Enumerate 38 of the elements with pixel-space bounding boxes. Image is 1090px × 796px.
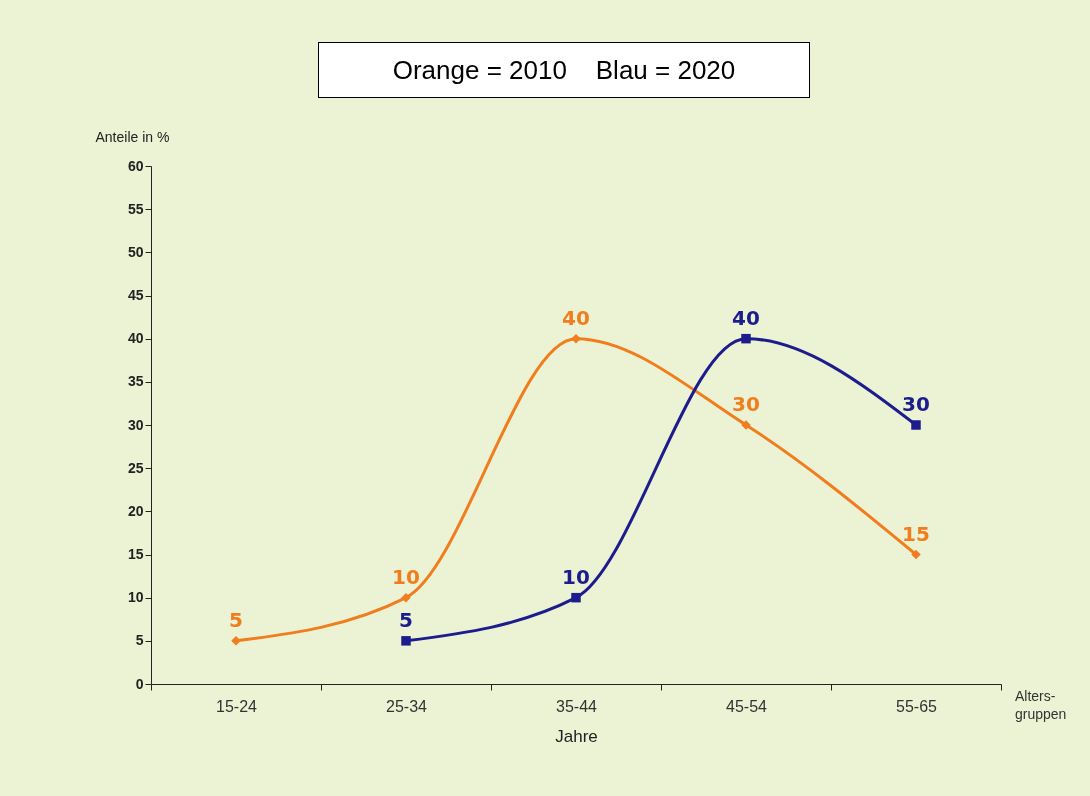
x-axis-title: Jahre <box>555 726 598 746</box>
data-label: 10 <box>562 564 590 589</box>
point <box>741 333 751 344</box>
y-tick-label: 55 <box>127 200 144 217</box>
data-label: 30 <box>732 392 760 416</box>
data-label: 10 <box>392 564 420 589</box>
y-axis-title: Anteile in % <box>95 128 170 145</box>
point <box>401 636 411 646</box>
point <box>911 420 921 430</box>
point <box>571 592 581 603</box>
y-tick-label: 30 <box>127 416 144 433</box>
y-tick-label: 15 <box>127 546 144 562</box>
x-tick-label: 55-65 <box>896 697 938 715</box>
x-tick-label: 15-24 <box>216 697 258 715</box>
y-tick-label: 25 <box>127 459 144 476</box>
data-label: 30 <box>902 392 930 416</box>
data-label: 5 <box>399 607 413 632</box>
y-tick-label: 0 <box>135 675 144 692</box>
x-tick-label: 45-54 <box>726 697 768 715</box>
y-tick-label: 20 <box>127 502 144 519</box>
text: Orange = 2010 Blau = 2020 <box>318 42 810 98</box>
y-tick-label: 10 <box>127 589 144 606</box>
point <box>571 333 581 344</box>
y-tick-label: 5 <box>135 632 144 649</box>
x-tick-label: 35-44 <box>556 697 598 715</box>
point <box>911 549 921 560</box>
y-tick-label: 45 <box>127 287 144 303</box>
y-tick-label: 40 <box>127 330 144 347</box>
y-tick-label: 50 <box>127 243 144 260</box>
data-label: 15 <box>902 521 930 546</box>
y-tick-label: 60 <box>127 157 144 174</box>
data-label: 40 <box>732 305 760 330</box>
y-tick-label: 35 <box>127 373 144 390</box>
text: Alters- gruppen <box>1015 688 1067 722</box>
x-tick-label: 25-34 <box>386 697 428 715</box>
data-label: 40 <box>562 305 590 330</box>
point <box>401 592 411 603</box>
data-label: 5 <box>229 607 243 632</box>
